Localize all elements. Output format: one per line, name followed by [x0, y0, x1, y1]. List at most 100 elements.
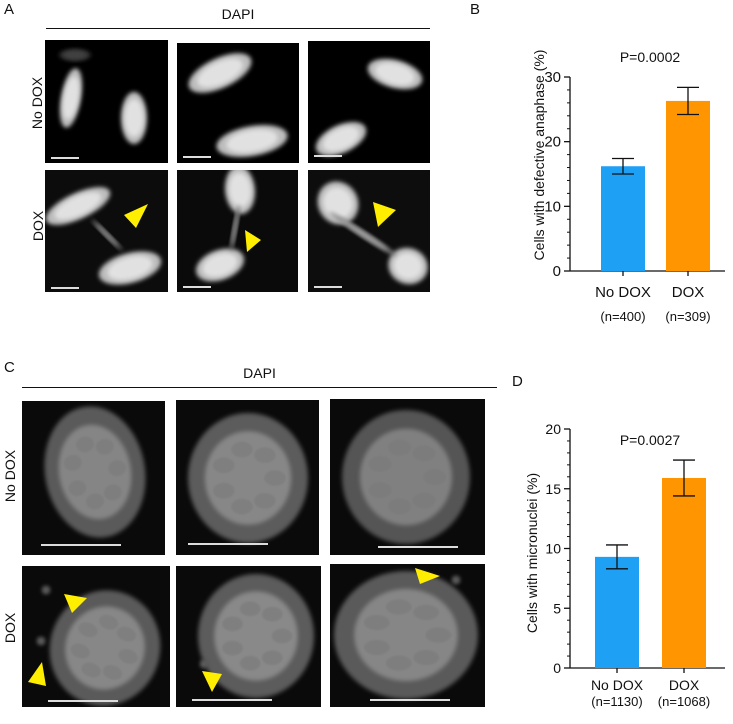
panel-a-dox-3-arrowhead-0	[373, 202, 396, 227]
panel-c-row-label-nodox: No DOX	[2, 449, 18, 503]
panel-b-p-value: P=0.0002	[620, 49, 681, 65]
panel-c-dox-1-arrowhead-0	[64, 594, 87, 613]
panel-a-nodox-3-nucleus-0	[367, 58, 423, 90]
panel-c-dox-2-image	[192, 574, 314, 701]
panel-d-y-tick-label-0: 0	[553, 660, 561, 676]
panel-a-dox-1-arrowhead-0	[124, 204, 148, 228]
panel-a-nodox-1-nucleus-2	[59, 49, 91, 61]
panel-d-n-label-0: (n=1130)	[591, 694, 642, 709]
panel-b-y-axis-title: Cells with defective anaphase (%)	[531, 49, 547, 261]
panel-a-nodox-1-image	[51, 49, 147, 159]
panel-c-nodox-3-scale-bar	[378, 546, 458, 548]
panel-c-dox-2	[176, 566, 321, 707]
panel-a-nodox-2-image	[183, 53, 288, 158]
panel-a-nodox-1-scale-bar	[51, 157, 79, 159]
panel-c-dox-3-scale-bar	[370, 699, 450, 701]
panel-c-dox-2-nucleus-1	[200, 660, 208, 668]
panel-c-dox-3-nucleus-1	[452, 576, 460, 584]
panel-c-dox-2-nucleus-0	[198, 574, 314, 698]
panel-a-dox-1-image	[45, 187, 162, 289]
panel-a-dox-3-image	[314, 181, 428, 288]
panel-a-nodox-2-nucleus-0	[188, 53, 252, 93]
panel-c-dox-1-image	[28, 586, 161, 706]
panel-c-nodox-2	[176, 400, 319, 555]
panel-c-nodox-3-nucleus-0	[342, 410, 470, 544]
panel-d-y-axis-title: Cells with micronuclei (%)	[524, 472, 540, 634]
panel-c-header: DAPI	[243, 365, 276, 381]
panel-c-row-label-dox: DOX	[2, 612, 18, 644]
panel-a-dox-3-nucleus-2	[329, 212, 397, 256]
panel-b-bar-0	[601, 166, 645, 271]
panel-a-nodox-1-nucleus-1	[121, 92, 147, 144]
panel-b-error-bar-1	[677, 86, 699, 116]
panel-a-dox-1-nucleus-0	[45, 187, 111, 225]
panel-d-letter: D	[512, 373, 523, 390]
panel-a-nodox-3-scale-bar	[314, 155, 342, 157]
panel-c-nodox-2-scale-bar	[188, 543, 268, 545]
panel-a-nodox-1	[45, 40, 168, 163]
panel-b-bar-1	[666, 100, 710, 271]
panel-b-y-tick-label-0: 0	[553, 263, 561, 280]
panel-c-dox-3-arrowhead-0	[415, 568, 440, 584]
panel-a-dox-1	[45, 170, 168, 292]
panel-a-dox-2-arrowhead-0	[245, 230, 261, 252]
panel-a-dox-2-scale-bar	[183, 286, 211, 288]
panel-a-nodox-2-nucleus-1	[216, 124, 288, 158]
panel-a-nodox-2-scale-bar	[183, 156, 211, 158]
panel-c-dox-3	[330, 564, 485, 707]
panel-c-dox-1-nucleus-2	[37, 637, 45, 645]
panel-a-dox-3-nucleus-0	[317, 181, 359, 225]
panel-d-y-tick-label-2: 10	[545, 541, 561, 557]
panel-a-nodox-3-nucleus-1	[315, 121, 367, 157]
panel-a-dox-3-scale-bar	[314, 286, 342, 288]
panel-a-header-line	[46, 28, 430, 29]
panel-d-y-tick-label-4: 20	[545, 421, 561, 437]
panel-a-nodox-2	[177, 43, 299, 163]
panel-d-category-label-1: DOX	[669, 677, 700, 693]
panel-a-letter: A	[4, 1, 15, 18]
panel-a-row-label-dox: DOX	[30, 210, 46, 242]
panel-d-bar-1	[662, 477, 706, 668]
panel-a-nodox-3-image	[314, 58, 423, 157]
panel-c-dox-1	[22, 566, 170, 707]
panel-c-nodox-1-scale-bar	[41, 544, 121, 546]
panel-a-dox-1-nucleus-2	[91, 219, 123, 251]
panel-b-error-bar-0	[612, 157, 634, 175]
panel-b-n-label-0: (n=400)	[600, 309, 645, 324]
panel-a-dox-1-scale-bar	[51, 287, 79, 289]
panel-c-nodox-3-image	[342, 410, 470, 548]
panel-c-dox-2-arrowhead-0	[202, 671, 222, 692]
panel-b-letter: B	[470, 1, 481, 18]
panel-c-header-line	[22, 387, 497, 388]
panel-c-dox-3-image	[334, 568, 478, 701]
panel-a-dox-2-image	[183, 170, 261, 288]
panel-c-dox-1-nucleus-0	[49, 590, 161, 706]
panel-c-dox-1-nucleus-1	[42, 586, 50, 594]
panel-c-letter: C	[4, 359, 15, 376]
panel-a-header: DAPI	[221, 6, 255, 22]
panel-a-nodox-1-nucleus-0	[59, 68, 83, 128]
panel-c-nodox-1-image	[41, 406, 146, 546]
panel-c-dox-3-nucleus-0	[334, 571, 478, 699]
panel-b-category-label-1: DOX	[672, 284, 705, 301]
panel-d-y-tick-label-1: 5	[553, 600, 561, 616]
panel-d-p-value: P=0.0027	[620, 432, 681, 448]
panel-d-bar-0	[595, 556, 639, 668]
panel-c-nodox-1-nucleus-0	[44, 406, 146, 538]
panel-a-row-label-nodox: No DOX	[29, 76, 45, 130]
panel-a-nodox-3	[308, 41, 430, 163]
panel-a-dox-2-nucleus-1	[195, 248, 245, 282]
panel-d-error-bar-0	[606, 544, 628, 570]
panel-d-error-bar-1	[673, 459, 695, 497]
panel-a-dox-3	[308, 170, 430, 292]
panel-c-dox-1-scale-bar	[48, 700, 118, 702]
panel-d-category-label-0: No DOX	[591, 677, 644, 693]
panel-d-n-label-1: (n=1068)	[658, 694, 710, 709]
panel-a-dox-2	[177, 170, 298, 292]
panel-a-dox-3-nucleus-1	[388, 247, 428, 285]
panel-c-dox-2-scale-bar	[192, 699, 272, 701]
panel-c-dox-1-arrowhead-1	[28, 662, 46, 686]
panel-d-axes: 0 5 10 15 20	[545, 421, 725, 676]
panel-c-nodox-2-image	[188, 413, 308, 545]
panel-c-nodox-2-nucleus-0	[188, 413, 308, 543]
